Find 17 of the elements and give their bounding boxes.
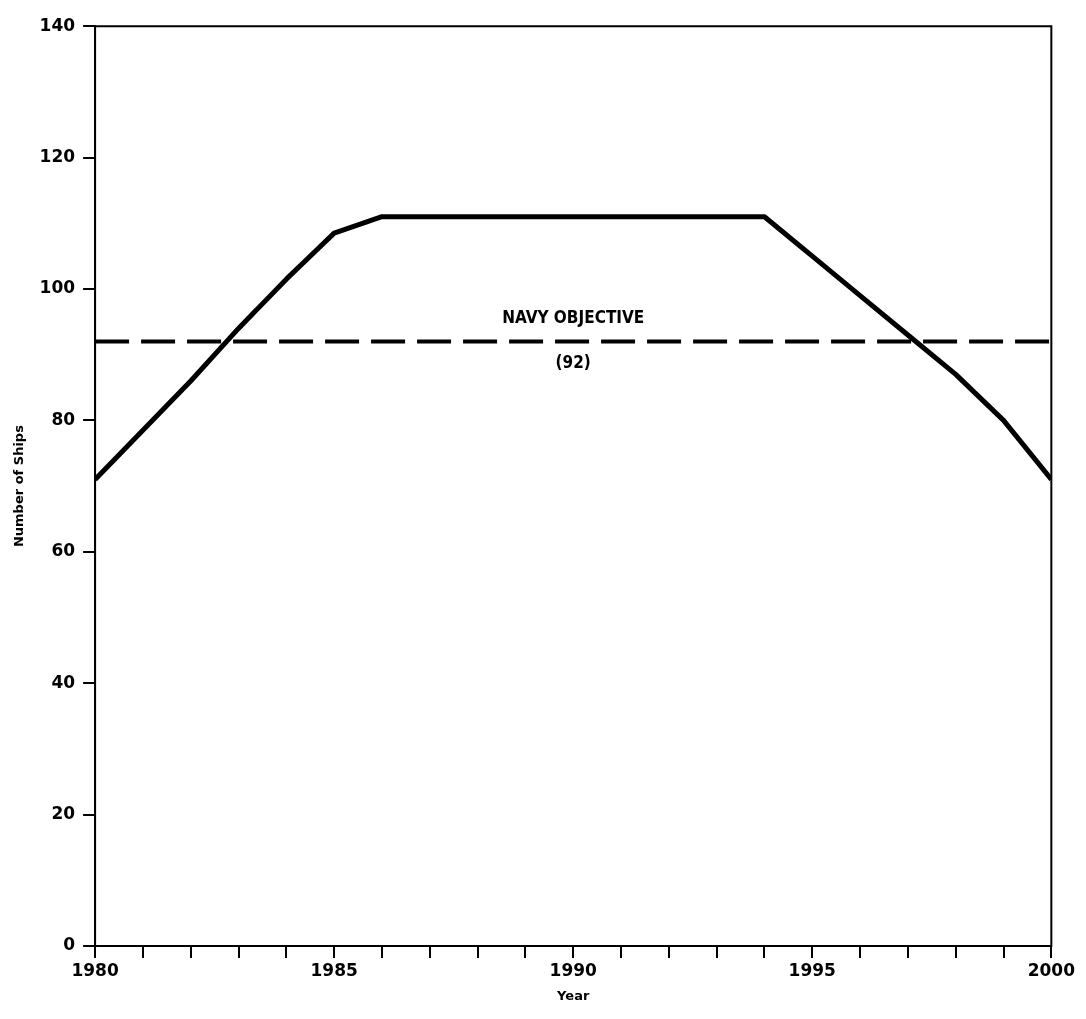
x-tick-label: 2000 [1027,959,1076,980]
x-tick-label: 1985 [310,959,358,980]
y-tick-label: 100 [39,277,76,298]
x-axis-title: Year [556,987,590,1003]
x-tick-label: 1990 [549,959,598,980]
x-tick-label: 1995 [788,959,836,980]
y-tick-label: 0 [63,934,76,955]
y-tick-label: 120 [39,146,76,167]
x-tick-label: 1980 [71,959,119,980]
y-tick-label: 40 [51,671,76,692]
y-tick-label: 20 [51,803,76,824]
y-tick-label: 60 [51,540,76,561]
y-axis-title: Number of Ships [11,424,27,548]
annotation: (92) [555,352,591,373]
y-tick-label: 140 [39,14,76,35]
ref-line-label: NAVY OBJECTIVE [502,307,645,328]
y-tick-label: 80 [51,408,76,429]
